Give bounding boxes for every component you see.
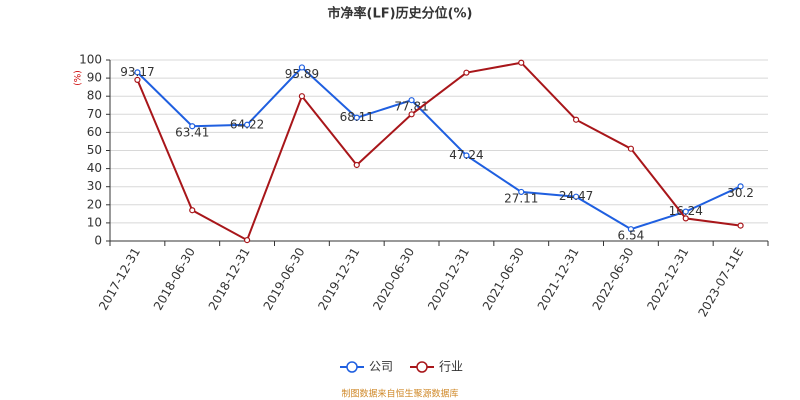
- y-axis-label: (%): [74, 70, 84, 86]
- data-point: [518, 59, 525, 66]
- y-tick-label: 50: [87, 143, 102, 157]
- y-tick-label: 40: [87, 161, 102, 175]
- source-note: 制图数据来自恒生聚源数据库: [341, 388, 458, 400]
- y-tick-label: 100: [79, 53, 102, 67]
- data-point: [737, 183, 744, 190]
- y-tick-label: 80: [87, 89, 102, 103]
- x-tick-label: 2020-06-30: [370, 245, 417, 312]
- data-point: [627, 145, 635, 152]
- data-point: [627, 226, 635, 233]
- data-point: [298, 93, 306, 100]
- data-point: [682, 215, 689, 222]
- data-point: [737, 222, 744, 229]
- data-label: 27.11: [504, 191, 538, 205]
- x-tick-label: 2018-06-30: [151, 245, 198, 312]
- data-label: 47.24: [449, 148, 483, 162]
- data-label: 30.2: [727, 186, 754, 200]
- data-point: [353, 161, 360, 169]
- data-point: [518, 188, 525, 196]
- legend-label: 行业: [439, 360, 463, 374]
- y-tick-label: 30: [87, 179, 102, 193]
- data-label: 93.17: [120, 65, 154, 79]
- data-point: [463, 152, 470, 159]
- data-label: 24.47: [559, 189, 593, 203]
- y-tick-label: 60: [87, 125, 102, 139]
- data-label: 77.81: [394, 100, 428, 114]
- legend-marker: [346, 361, 358, 373]
- series-line: [136, 66, 742, 231]
- data-point: [682, 208, 689, 215]
- data-point: [572, 116, 580, 123]
- data-label: 63.41: [175, 126, 209, 140]
- data-label: 68.11: [340, 110, 374, 124]
- data-point: [572, 193, 580, 200]
- x-tick-label: 2021-12-31: [535, 245, 582, 312]
- data-point: [189, 123, 196, 130]
- x-tick-label: 2022-12-31: [644, 245, 691, 312]
- x-tick-label: 2018-12-31: [206, 245, 253, 312]
- data-point: [463, 69, 470, 76]
- data-point: [134, 76, 141, 84]
- data-point: [243, 236, 251, 244]
- data-point: [408, 111, 415, 118]
- y-tick-label: 0: [94, 234, 102, 248]
- chart-title: 市净率(LF)历史分位(%): [328, 6, 473, 22]
- y-tick-label: 90: [87, 71, 102, 85]
- x-tick-label: 2023-07-11E: [695, 245, 746, 319]
- data-point: [408, 97, 415, 104]
- x-tick-label: 2019-06-30: [261, 245, 308, 312]
- x-tick-label: 2017-12-31: [96, 245, 143, 312]
- data-label: 64.22: [230, 117, 264, 131]
- data-label: 6.54: [618, 229, 645, 243]
- data-point: [189, 207, 196, 214]
- legend-label: 公司: [369, 360, 393, 374]
- y-tick-label: 10: [87, 215, 102, 229]
- x-tick-label: 2021-06-30: [480, 245, 527, 312]
- data-label: 95.89: [285, 67, 319, 81]
- y-tick-label: 20: [87, 197, 102, 211]
- x-tick-label: 2019-12-31: [315, 245, 362, 312]
- x-tick-label: 2022-06-30: [590, 245, 637, 312]
- y-tick-label: 70: [87, 107, 102, 121]
- series-line: [136, 61, 741, 242]
- data-point: [243, 121, 251, 128]
- data-point: [134, 69, 141, 76]
- data-point: [298, 64, 306, 71]
- legend-marker: [416, 361, 428, 373]
- data-point: [353, 114, 360, 121]
- x-tick-label: 2020-12-31: [425, 245, 472, 312]
